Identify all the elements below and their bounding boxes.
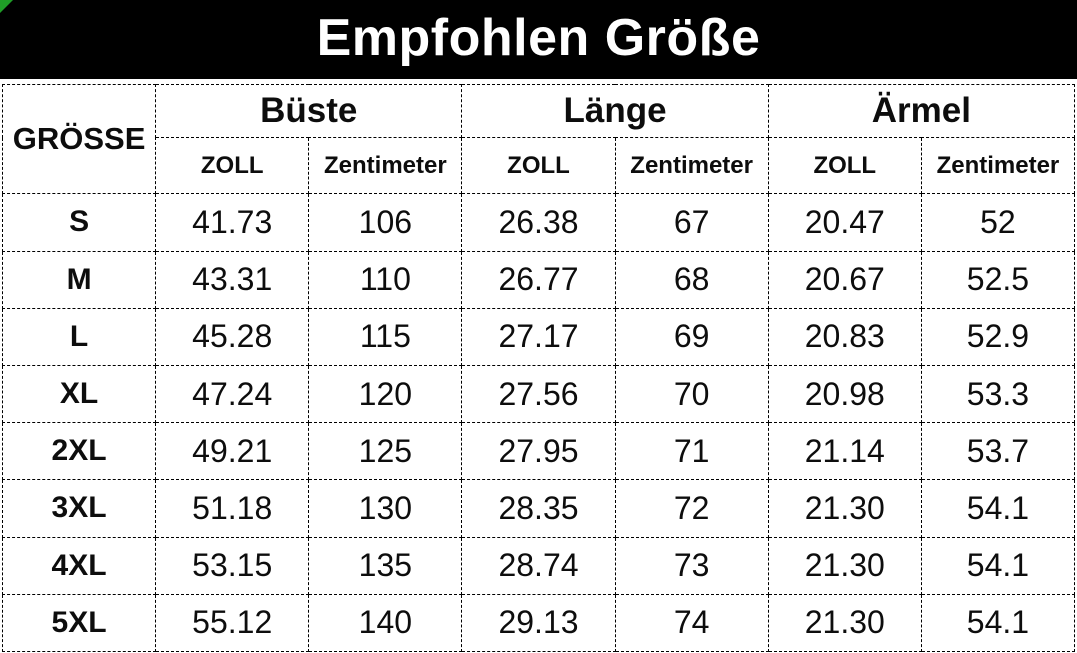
value-cell-laenge-zoll: 28.74 bbox=[461, 536, 616, 595]
table-row-3xl: 3XL 51.18 130 28.35 72 21.30 54.1 bbox=[1, 479, 1076, 538]
value-cell-aermel-zoll: 21.30 bbox=[767, 536, 922, 595]
value-cell-buste-zoll: 49.21 bbox=[155, 422, 310, 481]
size-label: L bbox=[1, 307, 157, 366]
value-cell-laenge-cm: 68 bbox=[614, 250, 769, 309]
value-cell-laenge-cm: 71 bbox=[614, 422, 769, 481]
value-cell-aermel-zoll: 21.30 bbox=[767, 479, 922, 538]
value-cell-buste-cm: 135 bbox=[308, 536, 463, 595]
group-header-laenge: Länge bbox=[461, 83, 769, 139]
value-cell-aermel-cm: 53.7 bbox=[920, 422, 1076, 481]
value-cell-aermel-cm: 52 bbox=[920, 193, 1076, 252]
unit-header-laenge-zoll: ZOLL bbox=[461, 137, 616, 195]
value-cell-buste-zoll: 45.28 bbox=[155, 307, 310, 366]
unit-header-aermel-zentimeter: Zentimeter bbox=[920, 137, 1076, 195]
value-cell-buste-zoll: 47.24 bbox=[155, 364, 310, 424]
value-cell-buste-zoll: 53.15 bbox=[155, 536, 310, 595]
value-cell-aermel-zoll: 21.14 bbox=[767, 422, 922, 481]
table-row-s: S 41.73 106 26.38 67 20.47 52 bbox=[1, 193, 1076, 252]
page-title: Empfohlen Größe bbox=[316, 8, 761, 67]
value-cell-buste-cm: 125 bbox=[308, 422, 463, 481]
value-cell-laenge-cm: 74 bbox=[614, 593, 769, 653]
size-label: 5XL bbox=[1, 593, 157, 653]
value-cell-laenge-zoll: 27.17 bbox=[461, 307, 616, 366]
size-label: 3XL bbox=[1, 479, 157, 538]
value-cell-laenge-cm: 72 bbox=[614, 479, 769, 538]
value-cell-laenge-zoll: 28.35 bbox=[461, 479, 616, 538]
value-cell-aermel-cm: 52.5 bbox=[920, 250, 1076, 309]
value-cell-aermel-zoll: 21.30 bbox=[767, 593, 922, 653]
value-cell-buste-cm: 130 bbox=[308, 479, 463, 538]
table-row-xl: XL 47.24 120 27.56 70 20.98 53.3 bbox=[1, 364, 1076, 424]
value-cell-aermel-cm: 52.9 bbox=[920, 307, 1076, 366]
size-column-header: GRÖSSE bbox=[1, 83, 157, 195]
unit-header-laenge-zentimeter: Zentimeter bbox=[614, 137, 769, 195]
value-cell-aermel-cm: 54.1 bbox=[920, 593, 1076, 653]
value-cell-laenge-zoll: 27.95 bbox=[461, 422, 616, 481]
group-header-row: GRÖSSE Büste Länge Ärmel bbox=[1, 83, 1076, 195]
unit-header-buste-zoll: ZOLL bbox=[155, 137, 310, 195]
value-cell-buste-zoll: 51.18 bbox=[155, 479, 310, 538]
value-cell-aermel-cm: 54.1 bbox=[920, 479, 1076, 538]
value-cell-aermel-zoll: 20.67 bbox=[767, 250, 922, 309]
group-header-aermel: Ärmel bbox=[767, 83, 1076, 139]
title-banner: Empfohlen Größe bbox=[0, 0, 1077, 79]
unit-header-aermel-zoll: ZOLL bbox=[767, 137, 922, 195]
value-cell-buste-zoll: 43.31 bbox=[155, 250, 310, 309]
value-cell-laenge-zoll: 26.38 bbox=[461, 193, 616, 252]
size-chart-table: GRÖSSE Büste Länge Ärmel ZOLL Zentimeter… bbox=[1, 83, 1076, 653]
table-row-5xl: 5XL 55.12 140 29.13 74 21.30 54.1 bbox=[1, 593, 1076, 653]
value-cell-laenge-cm: 73 bbox=[614, 536, 769, 595]
value-cell-buste-cm: 110 bbox=[308, 250, 463, 309]
size-label: 4XL bbox=[1, 536, 157, 595]
value-cell-aermel-zoll: 20.47 bbox=[767, 193, 922, 252]
value-cell-buste-zoll: 55.12 bbox=[155, 593, 310, 653]
value-cell-laenge-cm: 70 bbox=[614, 364, 769, 424]
value-cell-buste-cm: 115 bbox=[308, 307, 463, 366]
value-cell-laenge-zoll: 26.77 bbox=[461, 250, 616, 309]
size-label: 2XL bbox=[1, 422, 157, 481]
table-row-m: M 43.31 110 26.77 68 20.67 52.5 bbox=[1, 250, 1076, 309]
table-row-l: L 45.28 115 27.17 69 20.83 52.9 bbox=[1, 307, 1076, 366]
size-label: M bbox=[1, 250, 157, 309]
value-cell-buste-cm: 140 bbox=[308, 593, 463, 653]
table-row-2xl: 2XL 49.21 125 27.95 71 21.14 53.7 bbox=[1, 422, 1076, 481]
unit-header-row: ZOLL Zentimeter ZOLL Zentimeter ZOLL Zen… bbox=[3, 137, 1076, 195]
group-header-buste: Büste bbox=[155, 83, 463, 139]
value-cell-laenge-cm: 67 bbox=[614, 193, 769, 252]
green-corner-marker-icon bbox=[0, 0, 13, 13]
value-cell-aermel-zoll: 20.98 bbox=[767, 364, 922, 424]
size-label: S bbox=[1, 193, 157, 252]
value-cell-laenge-zoll: 27.56 bbox=[461, 364, 616, 424]
value-cell-buste-cm: 120 bbox=[308, 364, 463, 424]
value-cell-laenge-zoll: 29.13 bbox=[461, 593, 616, 653]
value-cell-aermel-cm: 53.3 bbox=[920, 364, 1076, 424]
value-cell-buste-zoll: 41.73 bbox=[155, 193, 310, 252]
value-cell-buste-cm: 106 bbox=[308, 193, 463, 252]
unit-header-buste-zentimeter: Zentimeter bbox=[308, 137, 463, 195]
size-label: XL bbox=[1, 364, 157, 424]
table-row-4xl: 4XL 53.15 135 28.74 73 21.30 54.1 bbox=[1, 536, 1076, 595]
value-cell-laenge-cm: 69 bbox=[614, 307, 769, 366]
value-cell-aermel-zoll: 20.83 bbox=[767, 307, 922, 366]
value-cell-aermel-cm: 54.1 bbox=[920, 536, 1076, 595]
